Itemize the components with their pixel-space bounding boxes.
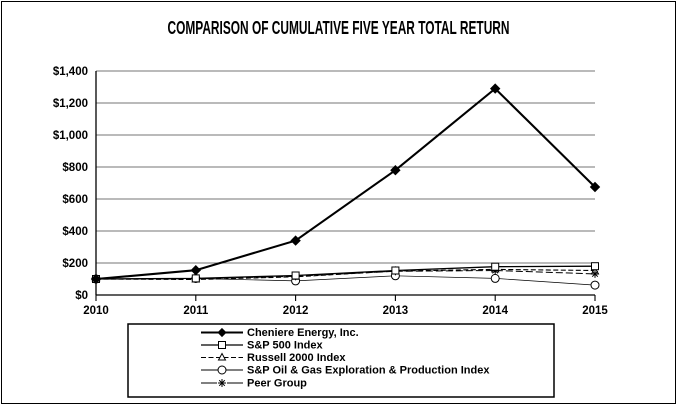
svg-text:$200: $200 xyxy=(62,258,88,270)
svg-text:$800: $800 xyxy=(62,162,88,174)
svg-text:$400: $400 xyxy=(62,226,88,238)
svg-text:Russell 2000 Index: Russell 2000 Index xyxy=(247,352,346,364)
svg-text:2014: 2014 xyxy=(482,305,508,317)
svg-text:2010: 2010 xyxy=(83,305,109,317)
svg-text:$1,200: $1,200 xyxy=(53,98,88,110)
svg-text:2011: 2011 xyxy=(183,305,209,317)
svg-text:S&P 500 Index: S&P 500 Index xyxy=(247,340,323,352)
svg-text:$1,400: $1,400 xyxy=(53,66,88,78)
svg-text:2013: 2013 xyxy=(383,305,409,317)
svg-text:Peer Group: Peer Group xyxy=(247,378,307,390)
svg-text:$0: $0 xyxy=(75,290,88,302)
svg-text:2015: 2015 xyxy=(582,305,608,317)
svg-text:2012: 2012 xyxy=(283,305,309,317)
svg-text:Cheniere Energy, Inc.: Cheniere Energy, Inc. xyxy=(247,327,359,339)
svg-text:S&P Oil & Gas Exploration & Pr: S&P Oil & Gas Exploration & Production I… xyxy=(247,365,490,377)
svg-text:$600: $600 xyxy=(62,194,88,206)
svg-text:$1,000: $1,000 xyxy=(53,130,88,142)
